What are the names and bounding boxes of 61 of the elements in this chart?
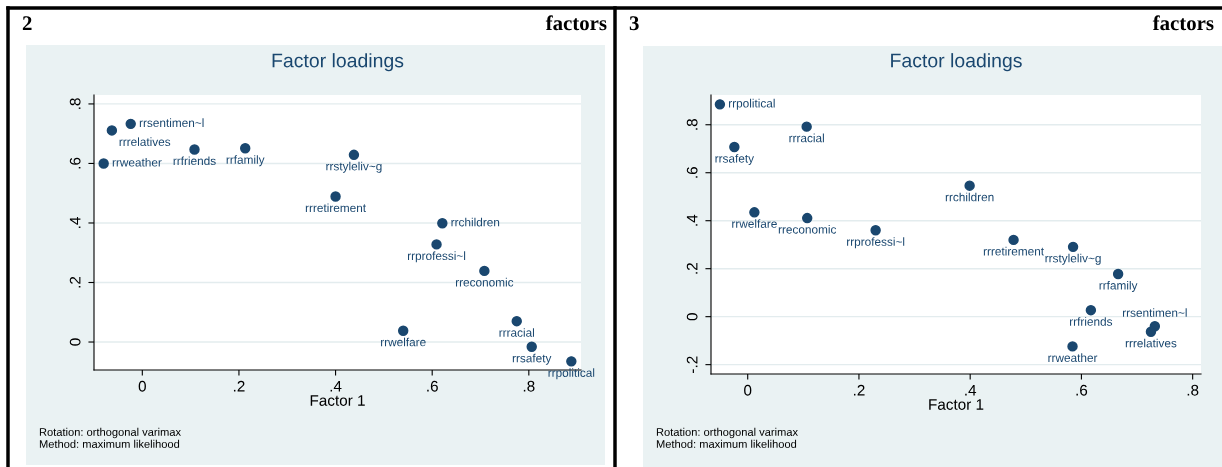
series-label: rrracial: [499, 328, 534, 337]
chart-title: Factor loadings: [272, 53, 404, 72]
y-tick-label: .6: [69, 157, 81, 169]
x-tick-label: 0: [138, 380, 146, 392]
text: 2: [22, 16, 32, 31]
series-label: rrfriends: [173, 156, 216, 166]
x-tick-label: .8: [1187, 384, 1199, 396]
series-label: rrretirement: [983, 246, 1044, 256]
series-label: rrstyleliv~g: [326, 161, 382, 173]
series-label: rrsentimen~l: [1122, 308, 1187, 317]
series-label: rrsentimen~l: [139, 118, 204, 128]
series-label: rrstyleliv~g: [1045, 253, 1101, 265]
x-tick-label: .2: [853, 384, 865, 396]
series-label: rrrelatives: [1125, 338, 1177, 348]
text: factors: [1152, 15, 1214, 31]
text: Method: maximum likelihood: [39, 439, 180, 448]
series-label: rreconomic: [455, 277, 514, 287]
series-label: rrwelfare: [732, 219, 777, 228]
chart-title: Factor loadings: [891, 53, 1022, 72]
series-label: rrpolitical: [729, 98, 775, 110]
x-tick-label: .8: [523, 380, 535, 392]
series-label: rrpolitical: [548, 368, 595, 380]
x-tick-label: .4: [965, 384, 977, 396]
x-tick-label: .2: [233, 380, 245, 392]
series-label: rrchildren: [945, 192, 994, 202]
series-label: rrsafety: [512, 353, 552, 365]
text: factors: [545, 15, 607, 31]
series-label: rrchildren: [451, 217, 500, 227]
series-label: rrprofessi~l: [407, 251, 466, 263]
y-tick-label: 0: [686, 313, 698, 321]
series-label: rrweather: [1048, 353, 1098, 363]
series-label: rrfriends: [1070, 317, 1113, 326]
series-label: rrprofessi~l: [847, 237, 905, 249]
text: Method: maximum likelihood: [656, 439, 797, 448]
y-tick-label: .4: [69, 217, 81, 228]
x-tick-label: .4: [330, 380, 342, 392]
series-label: rrweather: [112, 157, 162, 167]
y-tick-label: .2: [69, 276, 81, 288]
text: Rotation: orthogonal varimax: [656, 427, 798, 439]
series-label: rrwelfare: [381, 337, 426, 347]
y-tick-label: .4: [686, 214, 698, 226]
series-label: rrsafety: [715, 154, 755, 166]
x-tick-label: .6: [1076, 384, 1088, 396]
series-label: rrrelatives: [119, 137, 171, 147]
series-label: rrfamily: [1099, 280, 1138, 292]
x-tick-label: .6: [427, 380, 438, 392]
series-label: rreconomic: [778, 225, 837, 234]
text: Rotation: orthogonal varimax: [39, 427, 181, 439]
series-label: rrfamily: [226, 155, 265, 167]
x-axis-title: Factor 1: [929, 399, 984, 410]
x-tick-label: 0: [744, 384, 752, 396]
x-axis-title: Factor 1: [310, 395, 365, 406]
series-label: rrretirement: [305, 203, 366, 213]
y-tick-label: .2: [686, 263, 698, 274]
y-tick-label: .8: [69, 98, 81, 109]
y-tick-label: .8: [686, 119, 698, 130]
y-tick-label: -.2: [686, 356, 698, 373]
y-tick-label: 0: [69, 338, 81, 346]
series-label: rrracial: [789, 133, 824, 143]
y-tick-label: .6: [686, 167, 698, 178]
text: 3: [629, 16, 639, 31]
